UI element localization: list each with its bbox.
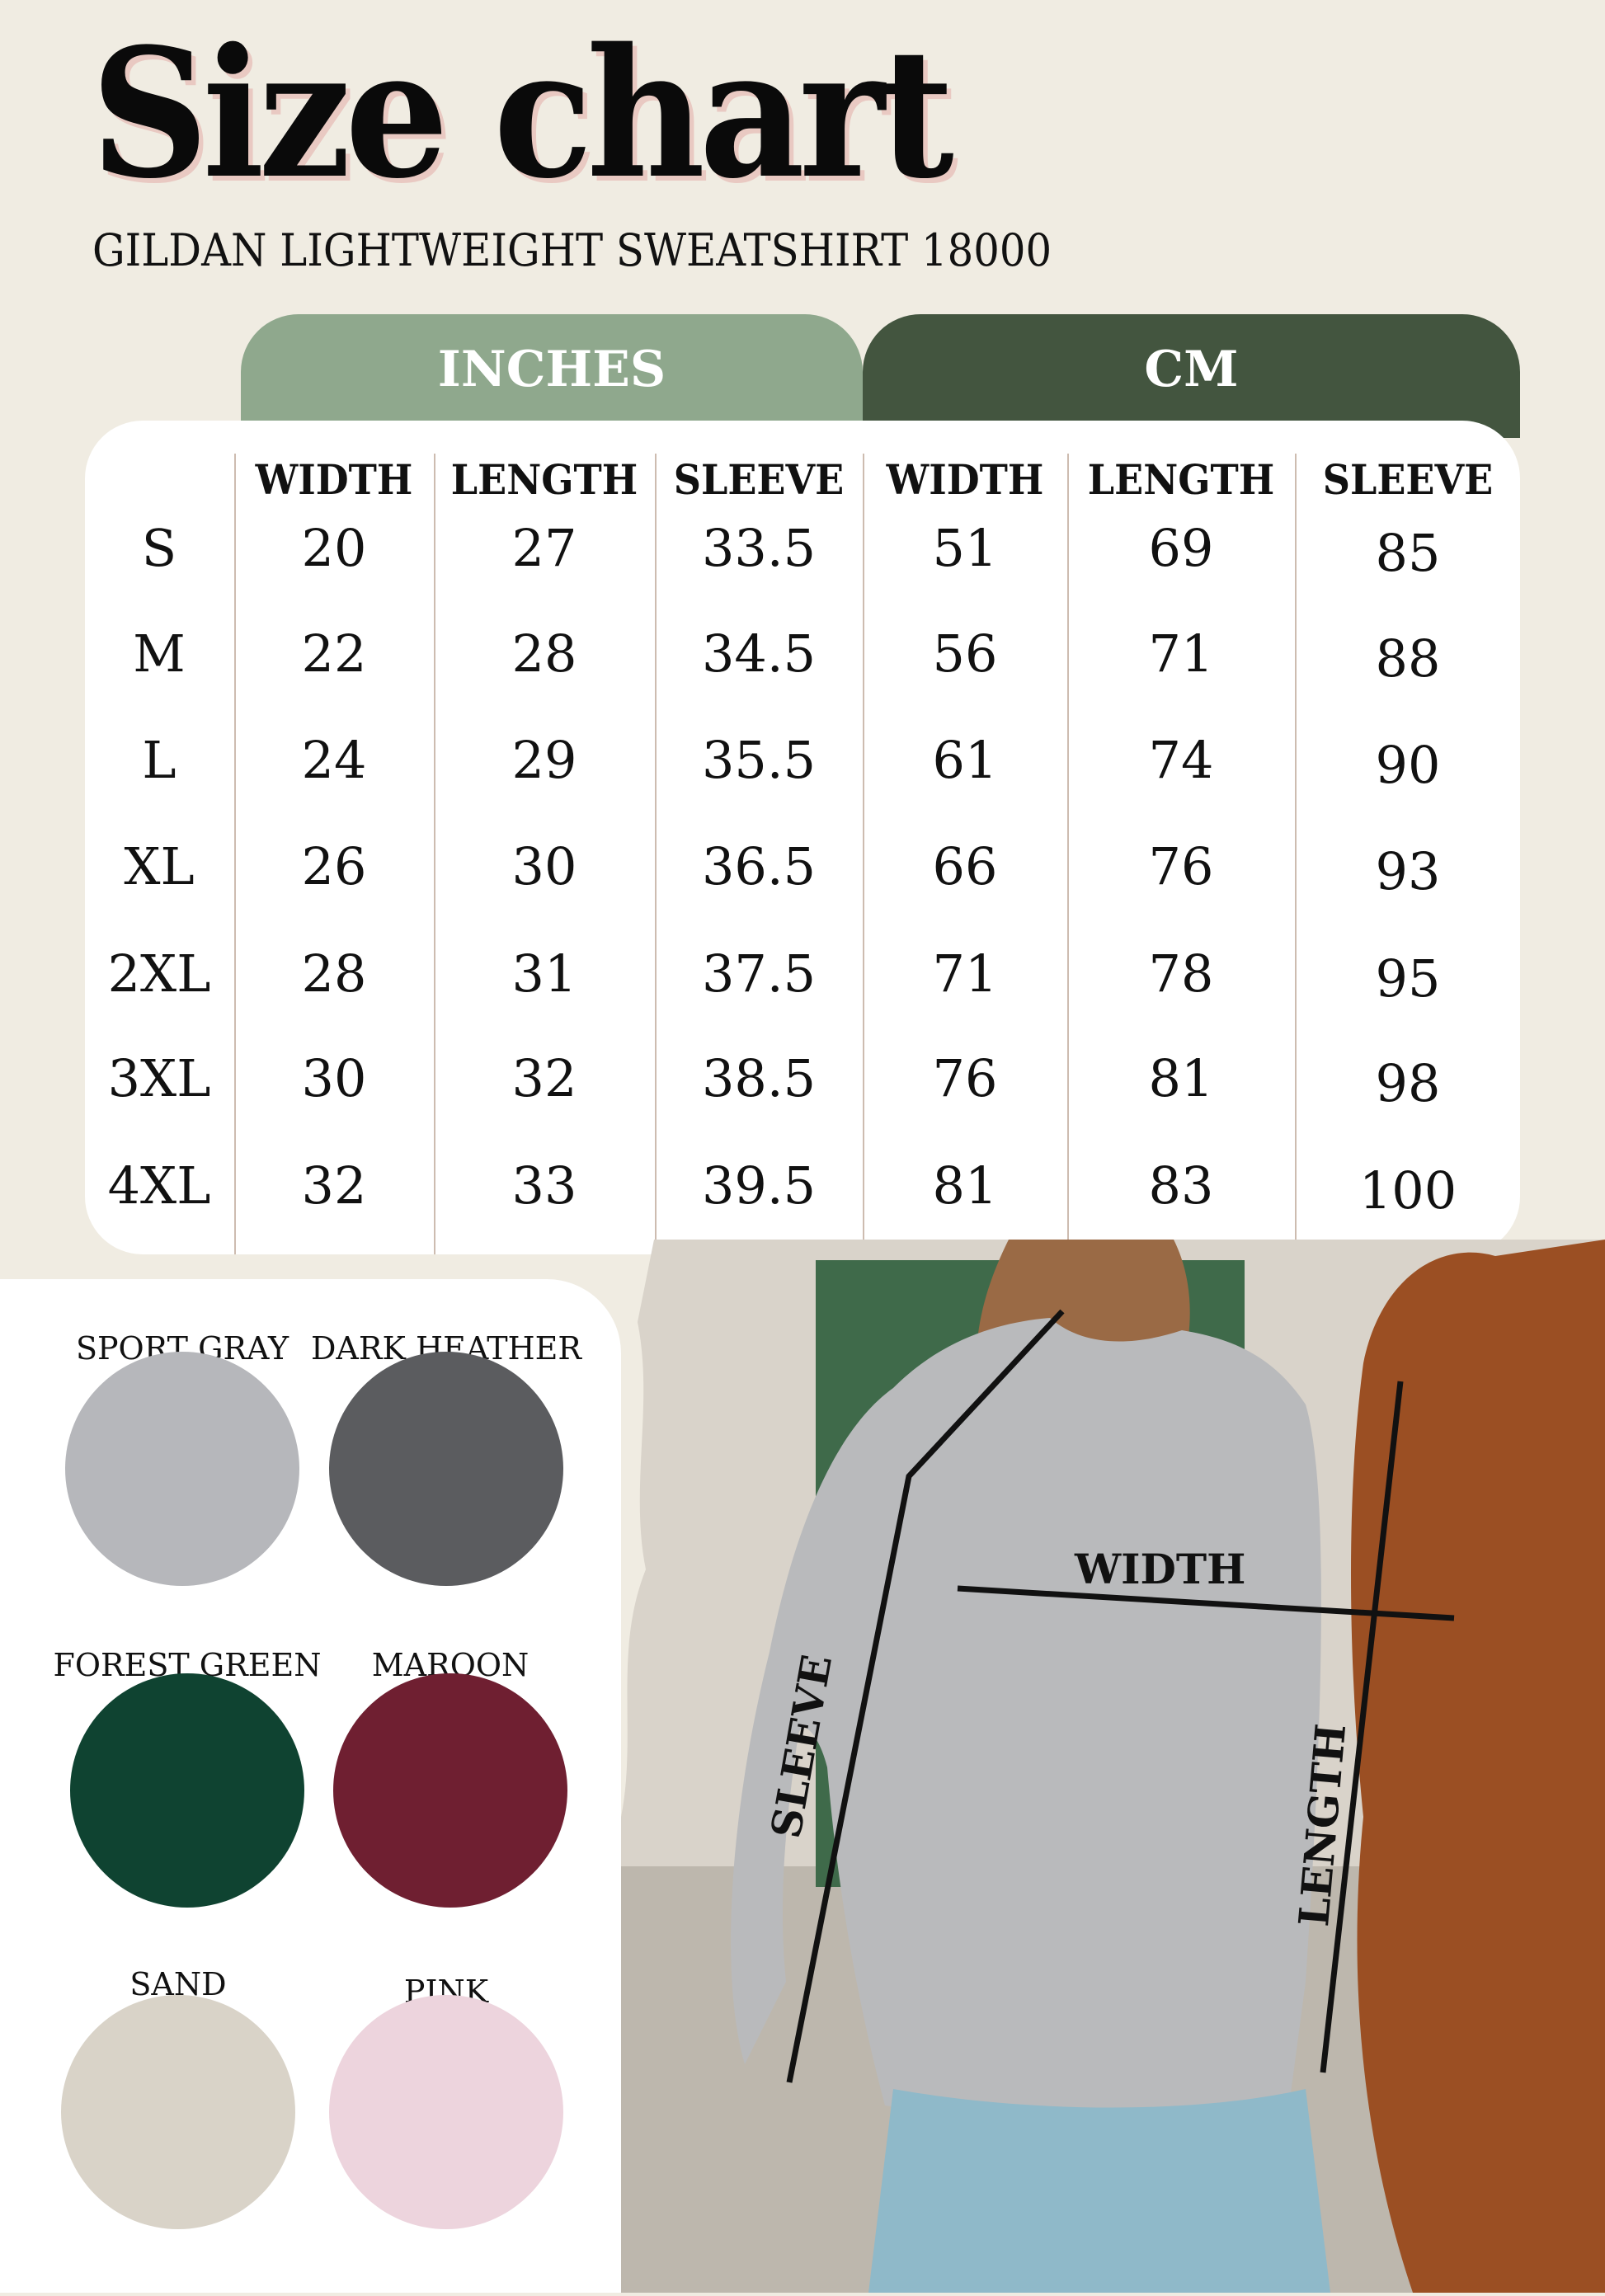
dog <box>1351 1240 1605 2293</box>
table-cell: 83 <box>1148 1155 1214 1216</box>
size-label: M <box>133 623 186 684</box>
sleeve-line <box>786 1309 1065 2083</box>
table-cell: 76 <box>932 1048 998 1108</box>
size-label: 3XL <box>107 1048 211 1108</box>
column-divider <box>234 454 236 1254</box>
table-cell: 30 <box>511 836 577 896</box>
column-header: SLEEVE <box>1322 455 1494 504</box>
page-title: Size chart <box>91 9 954 218</box>
cm-tab: CM <box>863 314 1520 438</box>
table-cell: 37.5 <box>701 943 817 1004</box>
table-cell: 26 <box>301 836 367 896</box>
table-cell: 39.5 <box>701 1155 817 1216</box>
table-cell: 66 <box>932 836 998 896</box>
table-cell: 74 <box>1148 730 1214 790</box>
color-swatch-sport-gray <box>65 1352 299 1586</box>
color-swatches-panel: SPORT GRAY DARK HEATHER FOREST GREEN MAROON… <box>0 1279 621 2293</box>
table-cell: 81 <box>1148 1048 1214 1108</box>
table-cell: 24 <box>301 730 367 790</box>
photo-illustration <box>621 1240 1605 2293</box>
width-label: WIDTH <box>1075 1545 1246 1593</box>
size-label: 2XL <box>107 943 211 1004</box>
table-cell: 35.5 <box>701 730 817 790</box>
table-cell: 29 <box>511 730 577 790</box>
table-cell: 88 <box>1375 628 1441 689</box>
size-label: L <box>142 730 177 790</box>
sweatshirt <box>731 1318 1321 2124</box>
jeans <box>868 2089 1330 2293</box>
table-cell: 69 <box>1148 518 1214 578</box>
table-cell: 56 <box>932 623 998 684</box>
table-cell: 28 <box>511 623 577 684</box>
table-cell: 51 <box>932 518 998 578</box>
table-cell: 71 <box>1148 623 1214 684</box>
product-subtitle: GILDAN LIGHTWEIGHT SWEATSHIRT 18000 <box>92 224 1052 276</box>
table-cell: 33 <box>511 1155 577 1216</box>
size-label: XL <box>124 836 195 896</box>
color-swatch-forest-green <box>70 1673 304 1908</box>
table-cell: 33.5 <box>701 518 817 578</box>
model-photo: WIDTH SLEEVE LENGTH <box>621 1240 1605 2293</box>
table-cell: 31 <box>511 943 577 1004</box>
table-cell: 98 <box>1375 1053 1441 1113</box>
table-cell: 76 <box>1148 836 1214 896</box>
column-divider <box>1067 454 1069 1254</box>
color-swatch-maroon <box>333 1673 567 1908</box>
table-cell: 30 <box>301 1048 367 1108</box>
color-swatch-pink <box>329 1995 563 2229</box>
table-cell: 28 <box>301 943 367 1004</box>
size-table: WIDTH LENGTH SLEEVE WIDTH LENGTH SLEEVE S 20 27 3… <box>85 421 1520 1254</box>
color-swatch-dark-heather <box>329 1352 563 1586</box>
table-cell: 95 <box>1375 948 1441 1009</box>
column-header: SLEEVE <box>673 455 845 504</box>
table-cell: 32 <box>511 1048 577 1108</box>
column-divider <box>655 454 657 1254</box>
table-cell: 93 <box>1375 841 1441 901</box>
table-cell: 34.5 <box>701 623 817 684</box>
column-header: LENGTH <box>1087 455 1275 504</box>
table-cell: 85 <box>1375 523 1441 583</box>
column-divider <box>434 454 435 1254</box>
size-label: S <box>141 518 177 578</box>
color-swatch-sand <box>61 1995 295 2229</box>
column-divider <box>1295 454 1297 1254</box>
table-cell: 78 <box>1148 943 1214 1004</box>
table-cell: 22 <box>301 623 367 684</box>
length-line <box>1320 1381 1404 2073</box>
size-label: 4XL <box>107 1155 211 1216</box>
column-divider <box>863 454 864 1254</box>
column-header: WIDTH <box>886 455 1044 504</box>
column-header: LENGTH <box>450 455 638 504</box>
table-cell: 20 <box>301 518 367 578</box>
width-line <box>957 1585 1455 1621</box>
table-cell: 90 <box>1375 735 1441 795</box>
table-cell: 27 <box>511 518 577 578</box>
table-cell: 61 <box>932 730 998 790</box>
inches-tab: INCHES <box>241 314 863 438</box>
table-cell: 32 <box>301 1155 367 1216</box>
table-cell: 36.5 <box>701 836 817 896</box>
table-cell: 38.5 <box>701 1048 817 1108</box>
column-header: WIDTH <box>255 455 413 504</box>
table-cell: 81 <box>932 1155 998 1216</box>
table-cell: 71 <box>932 943 998 1004</box>
table-cell: 100 <box>1358 1160 1457 1221</box>
